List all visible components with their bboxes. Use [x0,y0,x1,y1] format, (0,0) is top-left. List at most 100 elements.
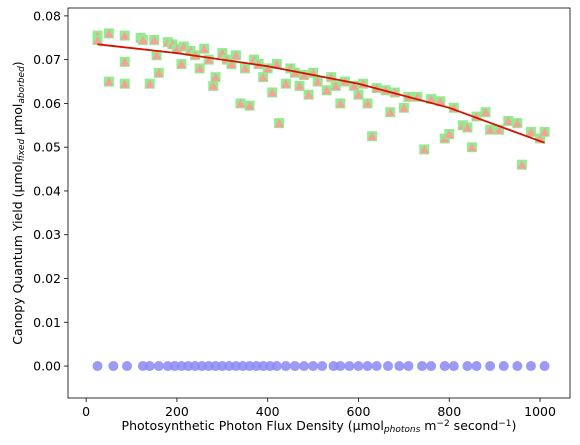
point [308,361,319,372]
point [371,361,382,372]
point-triangle [120,57,130,66]
xlabel-part: Photosynthetic Photon Flux Density (μmol [122,418,384,433]
point-triangle [367,131,377,141]
y-tick-label: 0.01 [33,315,61,330]
x-tick-label: 0 [82,404,90,419]
point-triangle [444,129,454,139]
point [271,361,282,372]
point-triangle [204,55,214,64]
point-triangle [258,72,268,82]
point [280,361,291,372]
point-triangle [104,77,114,86]
point-triangle [313,77,323,86]
point [462,361,473,372]
point [426,361,437,372]
point-triangle [335,98,345,108]
point-triangle [517,160,527,169]
point-triangle [235,98,245,108]
xlabel-part: ) [512,418,517,433]
x-tick-label: 200 [165,404,189,419]
point-triangle [263,63,273,73]
y-tick-label: 0.05 [33,140,61,155]
point [335,361,346,372]
point-triangle [290,68,300,77]
point-triangle [208,81,218,90]
point-triangle [485,125,495,134]
point [299,361,310,372]
point-triangle [211,72,221,82]
xlabel-part: second [450,418,499,433]
xlabel-part: m [420,418,436,433]
x-tick-label: 800 [437,404,461,419]
point [485,361,496,372]
point-triangle [245,101,255,110]
point-triangle [281,79,291,88]
point-triangle [349,81,359,90]
point-triangle [503,116,513,125]
plot-frame [67,7,571,399]
point-triangle [331,81,341,90]
point [353,361,364,372]
point-triangle [199,44,209,53]
ylabel-part: ) [10,61,25,66]
point [448,361,459,372]
point-triangle [145,79,155,88]
point [108,361,119,372]
point [362,361,373,372]
point-triangle [419,144,429,154]
point [92,361,103,372]
point [382,361,393,372]
point-triangle [540,127,550,136]
point-triangle [304,90,314,99]
point-triangle [481,107,491,117]
y-tick-label: 0.04 [33,183,61,198]
xlabel-part: −2 [436,419,449,429]
point [394,361,405,372]
point [525,361,536,372]
point-triangle [512,118,522,128]
point-triangle [149,35,159,44]
fit-line [97,43,545,144]
point-triangle [435,96,445,106]
point [512,361,523,372]
y-tick-label: 0.03 [33,227,61,242]
point-triangle [274,118,284,128]
ylabel: Canopy Quantum Yield (μmolfixed μmolabor… [10,61,27,344]
point [539,361,550,372]
point-triangle [494,125,504,134]
x-tick-label: 1000 [524,404,556,419]
ylabel-part: Canopy Quantum Yield (μmol [10,161,25,344]
point-triangle [385,107,395,117]
point [417,361,428,372]
point-triangle [120,31,130,40]
point-triangle [176,59,186,69]
point-triangle [426,94,436,104]
xlabel: Photosynthetic Photon Flux Density (μmol… [122,418,517,435]
point-triangle [353,90,363,99]
point-triangle [120,79,130,88]
point [344,361,355,372]
point [317,361,328,372]
point-triangle [240,63,250,73]
point-triangle [138,35,148,44]
point-triangle [267,87,277,97]
point-triangle [226,59,236,69]
ylabel-part: aborbed [17,66,27,104]
point [144,361,155,372]
point-triangle [152,50,162,60]
point [498,361,509,372]
point-triangle [272,59,282,69]
x-tick-label: 600 [347,404,371,419]
point-triangle [322,85,332,95]
ylabel-part: fixed [17,139,27,162]
point-triangle [294,81,304,90]
point [153,361,164,372]
point-triangle [104,28,114,38]
point [289,361,300,372]
point-triangle [195,63,205,73]
point-triangle [154,68,164,77]
y-tick-label: 0.00 [33,359,61,374]
y-tick-label: 0.08 [33,8,61,23]
